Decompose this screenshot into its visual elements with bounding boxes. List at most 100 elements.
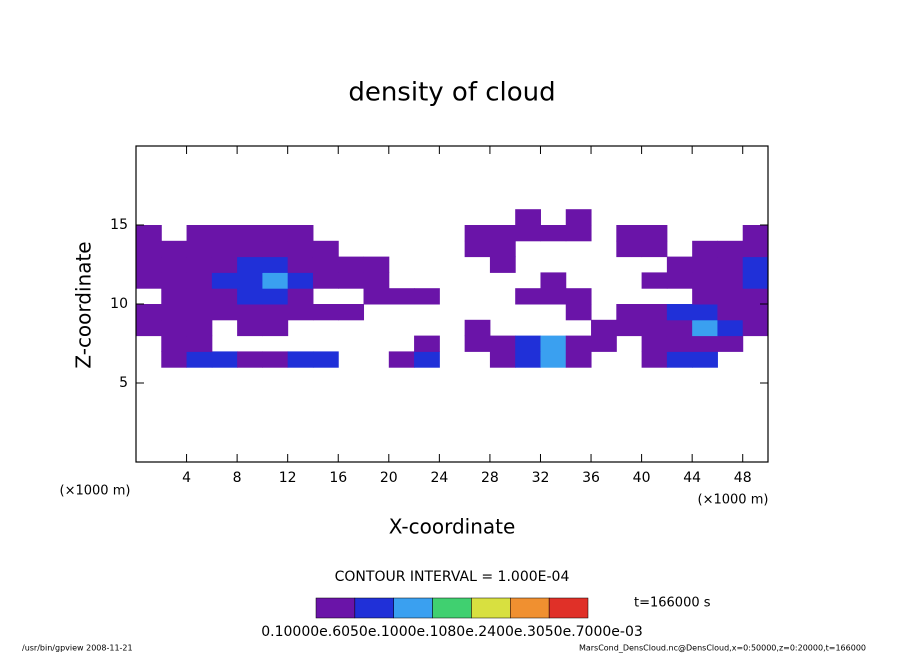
contour-cell [287,256,314,273]
contour-cell [464,319,491,337]
contour-cell [540,335,567,352]
contour-cell [464,240,491,258]
contour-cell [262,272,289,289]
footer-right: MarsCond_DensCloud.nc@DensCloud,x=0:5000… [579,644,866,653]
contour-cell [312,351,339,368]
contour-cell [262,240,289,258]
colorbar-swatch [315,597,356,619]
contour-cell [692,256,718,273]
contour-cell [186,240,213,258]
footer-left: /usr/bin/gpview 2008-11-21 [22,644,133,653]
contour-cell [666,335,693,352]
contour-cell [692,240,718,258]
colorbar-swatch [510,597,550,619]
contour-cell [565,351,592,368]
contour-cell [742,240,769,258]
contour-cell [540,225,567,242]
contour-cell [692,351,718,368]
contour-cell [692,288,718,305]
contour-cell [186,304,213,321]
contour-cell [641,225,668,242]
contour-cell [717,240,744,258]
contour-cell [692,319,718,337]
contour-cell [211,256,238,273]
contour-cell [464,335,491,352]
x-tick-label: 8 [233,470,242,486]
colorbar-swatch [432,597,472,619]
x-tick-label: 12 [279,470,297,486]
time-label: t=166000 s [634,596,711,611]
contour-cell [136,240,162,258]
contour-cell [338,256,365,273]
contour-cell [161,351,188,368]
contour-cell [312,272,339,289]
contour-cell [489,335,516,352]
contour-cell [186,351,213,368]
contour-cell [489,225,516,242]
contour-cell [211,272,238,289]
contour-cell [641,272,668,289]
contour-cell [692,272,718,289]
contour-cell [211,304,238,321]
x-tick-label: 24 [430,470,448,486]
contour-cell [641,351,668,368]
x-tick-label: 48 [734,470,752,486]
x-tick-label: 20 [380,470,398,486]
contour-cell [717,256,744,273]
contour-cell [211,288,238,305]
contour-cell [742,319,769,337]
x-tick-label: 32 [532,470,550,486]
contour-cell [186,319,213,337]
contour-cell [161,256,188,273]
contour-cell [641,319,668,337]
contour-cell [161,272,188,289]
contour-cell [565,335,592,352]
contour-cell [388,351,415,368]
contour-cell [742,304,769,321]
contour-cell [237,288,263,305]
x-unit: (×1000 m) [698,493,769,508]
x-tick-label: 16 [329,470,347,486]
contour-cell [312,304,339,321]
contour-cell [540,288,567,305]
colorbar-swatch [393,597,433,619]
contour-cell [237,240,263,258]
x-axis-label: X-coordinate [389,515,516,539]
contour-cell [666,319,693,337]
contour-cell [414,351,440,368]
contour-cell [262,351,289,368]
contour-cell [211,351,238,368]
contour-cell [464,225,491,242]
contour-cell [515,209,541,226]
contour-cell [717,288,744,305]
y-tick-label: 15 [110,217,128,233]
contour-cell [565,304,592,321]
x-tick-label: 44 [683,470,701,486]
x-tick-label: 4 [182,470,191,486]
contour-cell [136,319,162,337]
contour-cell [312,256,339,273]
contour-cell [641,304,668,321]
contour-cell [287,240,314,258]
contour-cell [161,288,188,305]
contour-cell [742,272,769,289]
contour-cell [666,351,693,368]
contour-cell [136,256,162,273]
contour-cell [287,288,314,305]
contour-cell [666,256,693,273]
contour-cell [414,288,440,305]
contour-cell [616,304,643,321]
contour-cell [161,304,188,321]
contour-cell [540,272,567,289]
contour-cell [515,351,541,368]
contour-cell [262,288,289,305]
contour-cell [616,225,643,242]
contour-cell [515,288,541,305]
contour-cell [616,319,643,337]
x-tick-label: 36 [582,470,600,486]
contour-cell [565,225,592,242]
contour-cell [540,351,567,368]
contour-cell [262,304,289,321]
contour-cell [717,304,744,321]
